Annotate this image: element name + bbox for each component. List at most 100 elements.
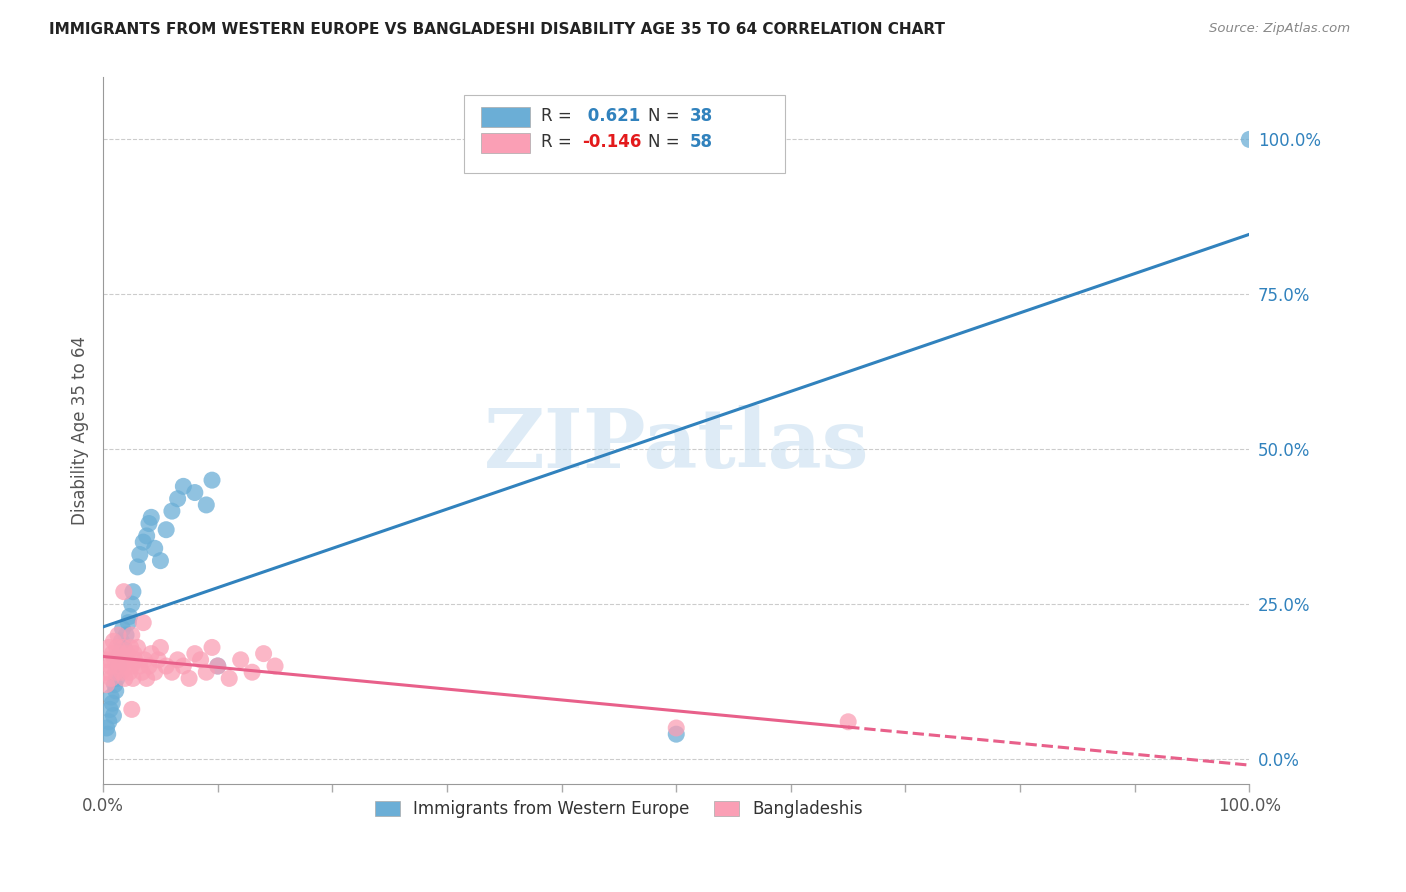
Point [103, 634, 125, 648]
Point [665, 727, 688, 741]
Point [837, 714, 859, 729]
Point [108, 659, 131, 673]
Text: 38: 38 [690, 107, 713, 125]
Text: 0.621: 0.621 [582, 107, 641, 125]
Text: Source: ZipAtlas.com: Source: ZipAtlas.com [1209, 22, 1350, 36]
Text: IMMIGRANTS FROM WESTERN EUROPE VS BANGLADESHI DISABILITY AGE 35 TO 64 CORRELATIO: IMMIGRANTS FROM WESTERN EUROPE VS BANGLA… [49, 22, 945, 37]
Point [132, 535, 155, 549]
Point [100, 672, 122, 686]
Point [97, 727, 120, 741]
Point [110, 647, 132, 661]
Point [149, 640, 172, 655]
Text: -0.146: -0.146 [582, 134, 641, 152]
Point [107, 628, 129, 642]
Point [166, 491, 188, 506]
Point [121, 702, 143, 716]
Point [195, 498, 218, 512]
Point [112, 640, 135, 655]
Point [121, 628, 143, 642]
Point [114, 672, 136, 686]
Point [110, 634, 132, 648]
Point [172, 659, 194, 673]
Point [98, 702, 121, 716]
Point [110, 647, 132, 661]
Text: N =: N = [648, 107, 679, 125]
Point [122, 647, 145, 661]
Point [97, 640, 120, 655]
Point [118, 665, 141, 680]
Point [141, 647, 163, 661]
Point [190, 653, 212, 667]
Point [184, 647, 207, 661]
Point [127, 560, 149, 574]
Point [94, 665, 117, 680]
Point [96, 721, 118, 735]
Point [97, 714, 120, 729]
Point [146, 653, 169, 667]
Point [143, 541, 166, 556]
Point [128, 659, 150, 673]
Point [118, 609, 141, 624]
Point [115, 647, 138, 661]
Point [149, 554, 172, 568]
Point [184, 485, 207, 500]
Y-axis label: Disability Age 35 to 64: Disability Age 35 to 64 [72, 336, 89, 525]
Point [195, 665, 218, 680]
FancyBboxPatch shape [464, 95, 785, 173]
Point [98, 659, 121, 673]
Point [100, 690, 122, 704]
Point [229, 653, 252, 667]
Legend: Immigrants from Western Europe, Bangladeshis: Immigrants from Western Europe, Banglade… [368, 794, 870, 825]
Point [124, 653, 146, 667]
Point [160, 665, 183, 680]
Point [135, 672, 157, 686]
Point [131, 665, 153, 680]
Point [97, 653, 120, 667]
Point [117, 653, 139, 667]
Point [121, 659, 143, 673]
Point [107, 659, 129, 673]
Point [132, 615, 155, 630]
Point [252, 647, 274, 661]
Point [135, 529, 157, 543]
Point [160, 504, 183, 518]
Point [110, 665, 132, 680]
Point [127, 640, 149, 655]
Point [138, 516, 160, 531]
Text: N =: N = [648, 134, 679, 152]
FancyBboxPatch shape [481, 107, 530, 127]
Point [166, 653, 188, 667]
Point [104, 677, 127, 691]
Point [103, 708, 125, 723]
Point [155, 523, 177, 537]
Point [104, 653, 127, 667]
Point [112, 584, 135, 599]
Point [264, 659, 287, 673]
Point [115, 628, 138, 642]
Text: ZIPatlas: ZIPatlas [484, 405, 869, 484]
Point [201, 640, 224, 655]
Point [141, 510, 163, 524]
Point [138, 659, 160, 673]
Point [105, 640, 128, 655]
Point [143, 665, 166, 680]
Point [96, 677, 118, 691]
Text: R =: R = [541, 134, 572, 152]
Point [201, 473, 224, 487]
Point [218, 672, 240, 686]
Point [177, 672, 200, 686]
FancyBboxPatch shape [481, 133, 530, 153]
Point [104, 683, 127, 698]
Point [101, 647, 124, 661]
Point [104, 665, 127, 680]
Point [117, 615, 139, 630]
Point [172, 479, 194, 493]
Text: 58: 58 [690, 134, 713, 152]
Point [134, 653, 156, 667]
Point [665, 721, 688, 735]
Point [122, 584, 145, 599]
Point [121, 597, 143, 611]
Point [1239, 132, 1261, 146]
Point [155, 659, 177, 673]
Point [207, 659, 229, 673]
